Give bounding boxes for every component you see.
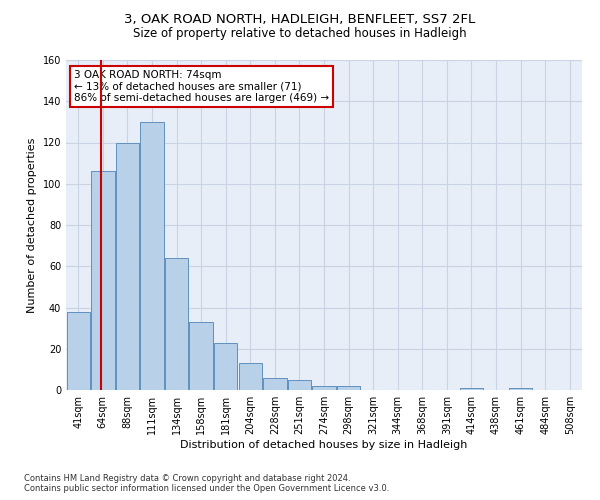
Bar bbox=[263, 378, 287, 390]
Bar bbox=[91, 172, 115, 390]
Y-axis label: Number of detached properties: Number of detached properties bbox=[27, 138, 37, 312]
Bar bbox=[140, 122, 164, 390]
Bar bbox=[239, 363, 262, 390]
X-axis label: Distribution of detached houses by size in Hadleigh: Distribution of detached houses by size … bbox=[181, 440, 467, 450]
Text: Size of property relative to detached houses in Hadleigh: Size of property relative to detached ho… bbox=[133, 28, 467, 40]
Bar bbox=[214, 342, 238, 390]
Bar bbox=[313, 386, 335, 390]
Bar bbox=[190, 322, 213, 390]
Text: 3, OAK ROAD NORTH, HADLEIGH, BENFLEET, SS7 2FL: 3, OAK ROAD NORTH, HADLEIGH, BENFLEET, S… bbox=[124, 12, 476, 26]
Bar bbox=[509, 388, 532, 390]
Bar bbox=[116, 142, 139, 390]
Bar bbox=[165, 258, 188, 390]
Text: Contains HM Land Registry data © Crown copyright and database right 2024.: Contains HM Land Registry data © Crown c… bbox=[24, 474, 350, 483]
Bar bbox=[67, 312, 90, 390]
Bar bbox=[460, 388, 483, 390]
Bar bbox=[337, 386, 360, 390]
Bar bbox=[288, 380, 311, 390]
Text: Contains public sector information licensed under the Open Government Licence v3: Contains public sector information licen… bbox=[24, 484, 389, 493]
Text: 3 OAK ROAD NORTH: 74sqm
← 13% of detached houses are smaller (71)
86% of semi-de: 3 OAK ROAD NORTH: 74sqm ← 13% of detache… bbox=[74, 70, 329, 103]
